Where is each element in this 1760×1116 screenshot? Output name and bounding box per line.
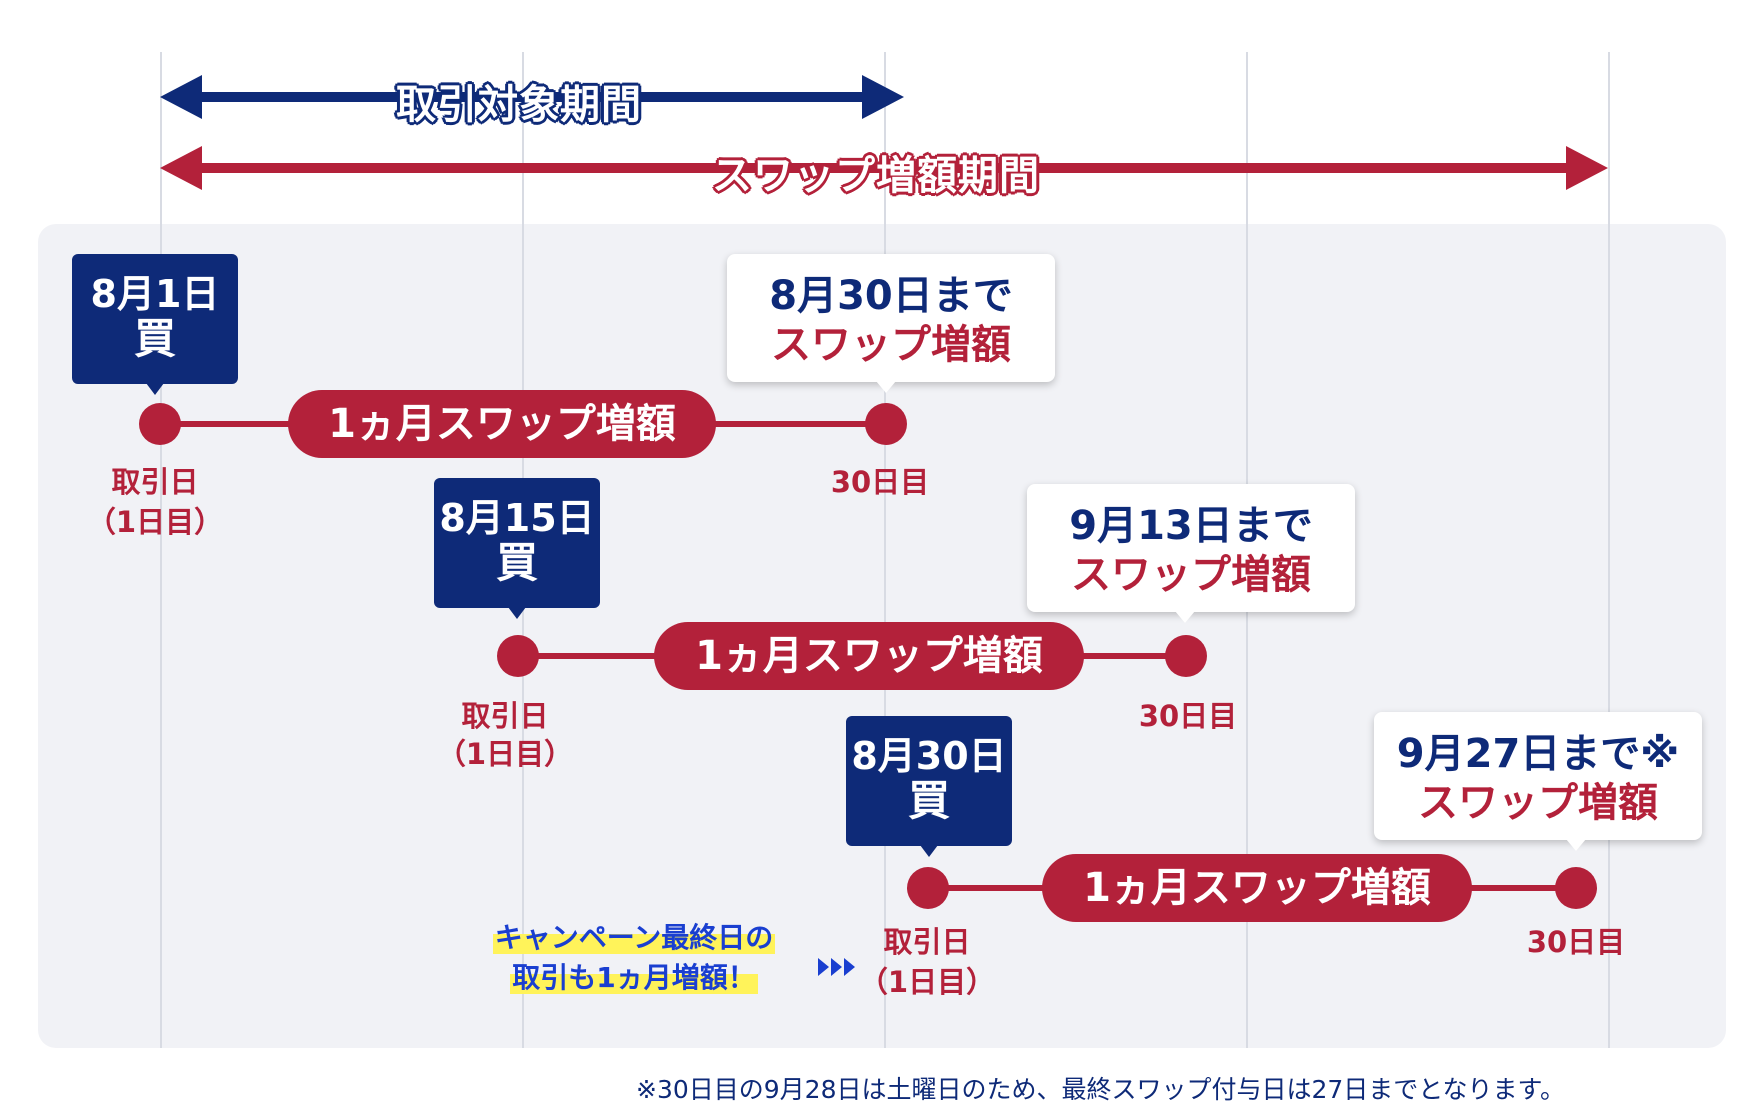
callout-pointer (1175, 611, 1195, 623)
buy-box-pointer (920, 845, 938, 857)
start-sublabel: （1日目） (858, 965, 996, 999)
buy-action: 買 (495, 538, 538, 587)
start-label: 取引日 (461, 699, 549, 733)
buy-date: 8月1日 (90, 272, 220, 316)
callout-date: 8月30日まで (769, 273, 1013, 319)
start-dot (907, 867, 949, 909)
swap-period-label: スワップ増額期間 (712, 153, 1040, 199)
end-label: 30日目 (830, 465, 930, 499)
end-dot (1555, 867, 1597, 909)
callout-text: スワップ増額 (1071, 552, 1311, 598)
end-date-callout: 9月27日まで※ スワップ増額 (1374, 712, 1702, 840)
guide-line (1608, 52, 1610, 1048)
start-label: 取引日 (111, 465, 199, 499)
end-dot (1165, 635, 1207, 677)
buy-date: 8月30日 (851, 734, 1007, 778)
buy-date-box: 8月1日 買 (72, 254, 238, 384)
start-sublabel: （1日目） (86, 505, 224, 539)
end-date-callout: 9月13日まで スワップ増額 (1027, 484, 1355, 612)
start-sublabel: （1日目） (436, 737, 574, 771)
guide-line (160, 52, 162, 1048)
chevron-right-icon (831, 958, 842, 976)
buy-action: 買 (133, 314, 176, 363)
chevron-right-icon (818, 958, 829, 976)
buy-date-box: 8月15日 買 (434, 478, 600, 608)
buy-box-pointer (146, 383, 164, 395)
campaign-note: キャンペーン最終日の 取引も1ヵ月増額！ (452, 918, 816, 998)
end-date-callout: 8月30日まで スワップ増額 (727, 254, 1055, 382)
buy-date: 8月15日 (439, 496, 595, 540)
callout-text: スワップ増額 (1418, 780, 1658, 826)
arrow-shaft (200, 163, 1570, 173)
arrow-left-icon (160, 146, 202, 190)
arrow-shaft (200, 92, 864, 102)
campaign-line-1: キャンペーン最終日の (492, 921, 776, 954)
start-label: 取引日 (883, 925, 971, 959)
callout-date: 9月27日まで※ (1396, 731, 1680, 777)
buy-box-pointer (508, 607, 526, 619)
start-dot (497, 635, 539, 677)
swap-pill: 1ヵ月スワップ増額 (1042, 854, 1472, 922)
swap-pill: 1ヵ月スワップ増額 (654, 622, 1084, 690)
buy-action: 買 (907, 776, 950, 825)
arrow-right-icon (862, 75, 904, 119)
end-dot (865, 403, 907, 445)
campaign-line-2: 取引も1ヵ月増額！ (510, 961, 758, 994)
callout-text: スワップ増額 (771, 322, 1011, 368)
buy-date-box: 8月30日 買 (846, 716, 1012, 846)
chevron-right-icon (844, 958, 855, 976)
footnote: ※30日目の9月28日は土曜日のため、最終スワップ付与日は27日までとなります。 (636, 1075, 1566, 1104)
end-label: 30日目 (1138, 699, 1238, 733)
callout-date: 9月13日まで (1069, 503, 1313, 549)
end-label: 30日目 (1526, 925, 1626, 959)
guide-line (884, 52, 886, 1048)
callout-pointer (1566, 839, 1586, 851)
arrow-left-icon (160, 75, 202, 119)
arrow-right-icon (1566, 146, 1608, 190)
callout-pointer (876, 381, 896, 393)
start-dot (139, 403, 181, 445)
trade-period-label: 取引対象期間 (396, 82, 642, 128)
swap-pill: 1ヵ月スワップ増額 (288, 390, 716, 458)
